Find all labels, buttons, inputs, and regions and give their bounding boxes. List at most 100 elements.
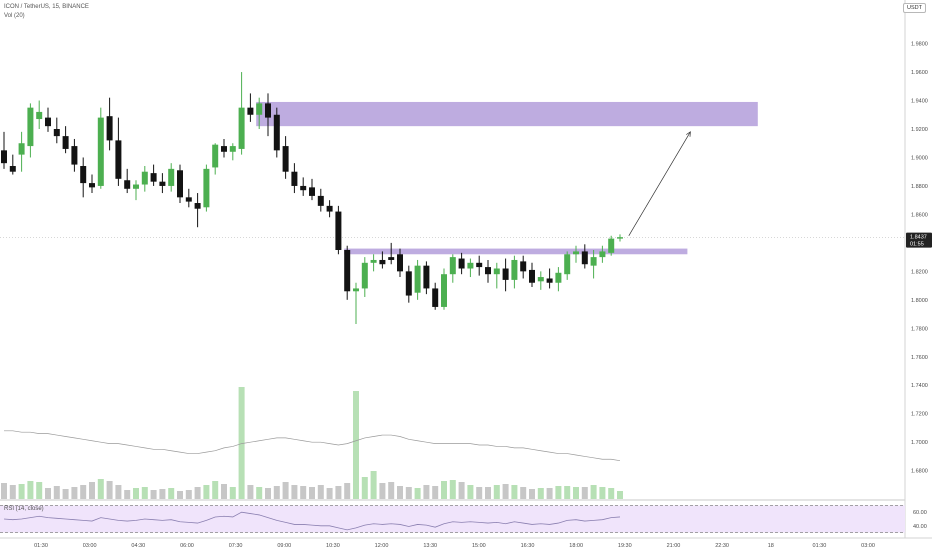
rsi-line (3, 511, 621, 531)
candle-body (18, 143, 25, 155)
candle (449, 254, 456, 283)
rsi-legend[interactable]: RSI (14, close) (4, 506, 44, 512)
volume-bar (203, 485, 210, 499)
volume-bar (238, 387, 245, 499)
candle-body (97, 117, 104, 186)
zone-1 (256, 101, 758, 127)
time-tick-label: 19:30 (618, 543, 632, 549)
volume-bar (537, 488, 544, 499)
volume-bar (71, 487, 78, 499)
time-tick-label: 04:30 (131, 543, 145, 549)
projection-arrow (628, 131, 691, 236)
volume-bar (458, 482, 465, 499)
candle (520, 255, 527, 279)
price-tick-label: 1.8600 (911, 212, 928, 218)
candle (291, 163, 298, 194)
candle-body (177, 170, 183, 198)
symbol-legend[interactable]: ICON / TetherUS, 15, BINANCE (4, 4, 89, 10)
candle-body (317, 195, 324, 206)
volume-bar (53, 486, 60, 499)
candle-body (265, 103, 271, 118)
price-tick-label: 1.8000 (911, 298, 928, 304)
candle (97, 107, 104, 189)
candle-body (520, 261, 527, 272)
candle-body (80, 166, 87, 184)
candle (502, 258, 509, 292)
candle-body (617, 237, 623, 239)
candle (115, 117, 122, 186)
axes-layer: 1.9800 1.9600 1.9400 1.9200 1.9000 1.8800 1.86… (34, 42, 932, 549)
candle (45, 107, 51, 132)
candle-body (89, 183, 95, 188)
candle-body (405, 271, 412, 296)
candle-body (370, 259, 377, 263)
candle (388, 242, 395, 265)
candle-body (379, 259, 386, 265)
candle (133, 180, 139, 201)
candle-body (300, 185, 307, 191)
candle-body (203, 168, 210, 208)
candle-body (414, 265, 421, 293)
candle-body (238, 107, 245, 149)
time-tick-label: 16:30 (521, 543, 535, 549)
volume-bar (300, 486, 307, 499)
candle-body (546, 278, 553, 283)
zone-2 (344, 248, 688, 255)
candle-body (485, 267, 491, 275)
price-tick-label: 1.7800 (911, 326, 928, 332)
rsi-tick-label: 40.00 (913, 524, 927, 530)
volume-bar (133, 488, 139, 499)
candle (555, 267, 562, 292)
candle (177, 164, 183, 204)
candle (159, 173, 166, 194)
candle (273, 107, 280, 158)
candle (212, 143, 219, 175)
last-price-badge (906, 232, 932, 248)
volume-legend[interactable]: Vol (20) (4, 13, 25, 19)
countdown-label: 01:55 (910, 242, 924, 248)
candle-body (45, 117, 51, 127)
volume-bar (353, 391, 359, 499)
candle-body (608, 238, 615, 253)
volume-bar (520, 487, 527, 499)
candle (1, 131, 7, 169)
candle (309, 178, 315, 201)
volume-bar (115, 485, 122, 499)
candle-body (590, 257, 597, 266)
candle (546, 268, 553, 289)
time-tick-label: 06:00 (180, 543, 194, 549)
volume-bar (62, 489, 69, 499)
candle (106, 97, 113, 151)
candle-body (537, 277, 544, 282)
price-tick-label: 1.7000 (911, 440, 928, 446)
candle (432, 282, 439, 310)
volume-bar (502, 484, 509, 499)
volume-layer (1, 387, 623, 499)
volume-bar (344, 483, 351, 499)
volume-bar (608, 488, 615, 499)
price-tick-label: 1.9400 (911, 99, 928, 105)
volume-bar (379, 483, 386, 499)
time-tick-label: 18 (768, 543, 774, 549)
volume-bar (1, 483, 7, 499)
candle-body (502, 268, 509, 280)
volume-bar (141, 487, 148, 499)
candle-body (476, 262, 483, 268)
candle-body (441, 274, 447, 307)
volume-bar (388, 482, 395, 499)
volume-bar (106, 481, 113, 499)
candle (617, 234, 623, 242)
time-tick-label: 21:00 (667, 543, 681, 549)
candle-body (62, 136, 69, 149)
candle (599, 245, 606, 263)
volume-bar (335, 486, 342, 499)
candle (89, 174, 95, 194)
candle (361, 257, 368, 297)
price-tick-label: 1.6800 (911, 469, 928, 475)
volume-bar (89, 482, 95, 499)
currency-badge[interactable]: USDT (903, 3, 926, 13)
candle-body (493, 268, 500, 275)
candle (344, 245, 351, 300)
